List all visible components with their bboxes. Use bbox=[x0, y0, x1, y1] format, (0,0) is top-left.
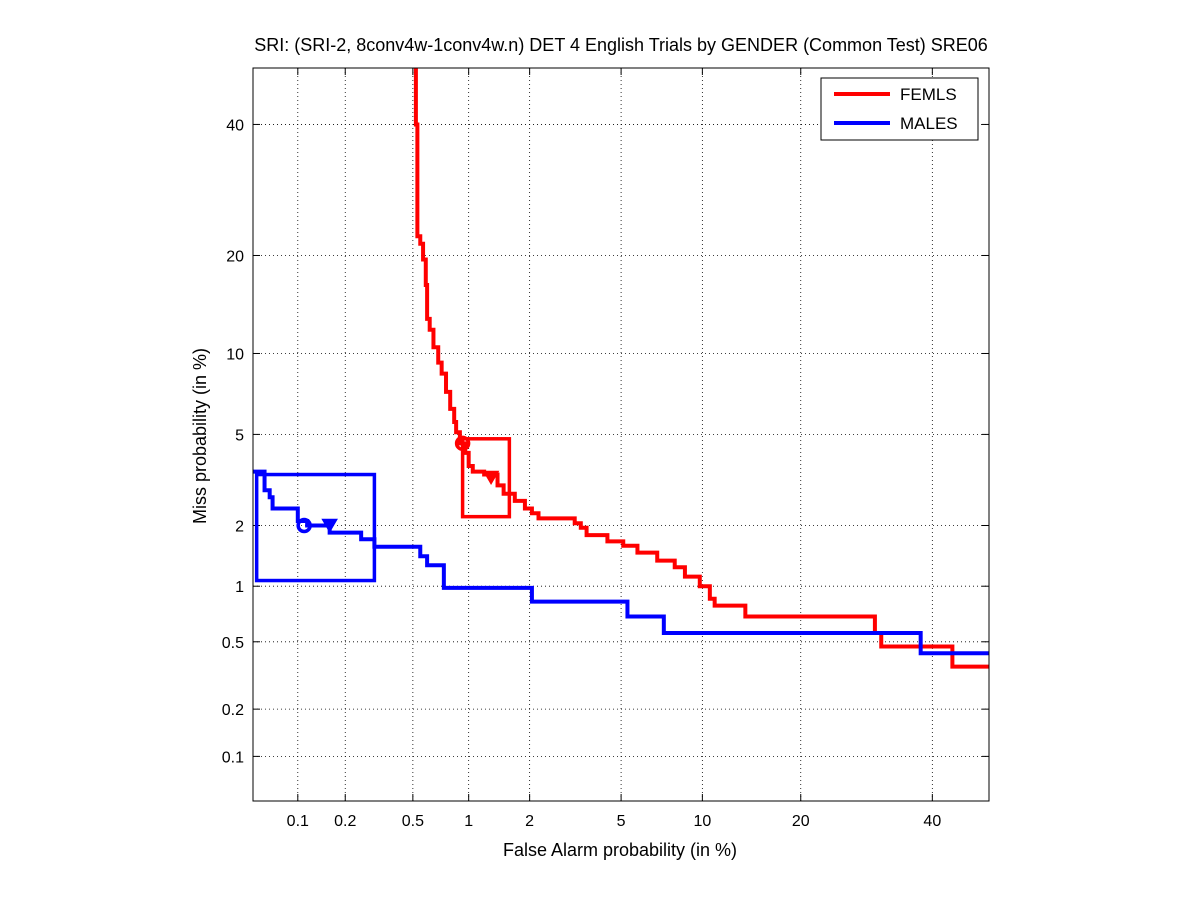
confidence-boxes bbox=[254, 437, 512, 583]
x-tick-label: 5 bbox=[617, 813, 626, 830]
x-tick-label: 40 bbox=[923, 813, 941, 830]
x-axis-title: False Alarm probability (in %) bbox=[503, 840, 737, 860]
confidence-box-femls bbox=[460, 437, 512, 519]
grid bbox=[253, 68, 989, 801]
plot-frame bbox=[252, 67, 990, 802]
legend-label-males: MALES bbox=[900, 114, 958, 133]
x-tick-label: 0.1 bbox=[287, 813, 309, 830]
series-line-males bbox=[253, 469, 989, 656]
x-tick-label: 10 bbox=[693, 813, 711, 830]
x-tick-label: 0.5 bbox=[402, 813, 424, 830]
y-tick-label: 20 bbox=[226, 248, 244, 265]
x-tick-label: 20 bbox=[792, 813, 810, 830]
y-tick-label: 5 bbox=[235, 427, 244, 444]
x-tick-label: 0.2 bbox=[334, 813, 356, 830]
series-line-femls bbox=[413, 68, 989, 669]
y-tick-label: 0.5 bbox=[222, 635, 244, 652]
y-tick-label: 2 bbox=[235, 518, 244, 535]
operating-point-markers bbox=[296, 435, 500, 534]
x-axis-ticks: 0.1 0.2 0.5 1 2 5 10 20 40 bbox=[287, 68, 941, 830]
det-curves bbox=[253, 68, 989, 669]
y-tick-label: 0.2 bbox=[222, 702, 244, 719]
y-axis-ticks: 0.1 0.2 0.5 1 2 5 10 20 40 bbox=[222, 117, 989, 766]
y-tick-label: 1 bbox=[235, 579, 244, 596]
y-tick-label: 40 bbox=[226, 117, 244, 134]
marker-circle-femls bbox=[454, 435, 471, 452]
confidence-box-males bbox=[254, 472, 377, 583]
x-tick-label: 2 bbox=[525, 813, 534, 830]
legend-label-femls: FEMLS bbox=[900, 85, 957, 104]
y-tick-label: 0.1 bbox=[222, 749, 244, 766]
x-tick-label: 1 bbox=[464, 813, 473, 830]
legend-box bbox=[820, 77, 979, 141]
marker-circle-males bbox=[296, 517, 312, 534]
chart-title: SRI: (SRI-2, 8conv4w-1conv4w.n) DET 4 En… bbox=[254, 35, 988, 55]
y-axis-title: Miss probability (in %) bbox=[190, 348, 210, 524]
legend: FEMLS MALES bbox=[820, 77, 979, 141]
marker-triangle-males bbox=[321, 518, 338, 533]
y-tick-label: 10 bbox=[226, 346, 244, 363]
marker-triangle-femls bbox=[482, 470, 500, 486]
